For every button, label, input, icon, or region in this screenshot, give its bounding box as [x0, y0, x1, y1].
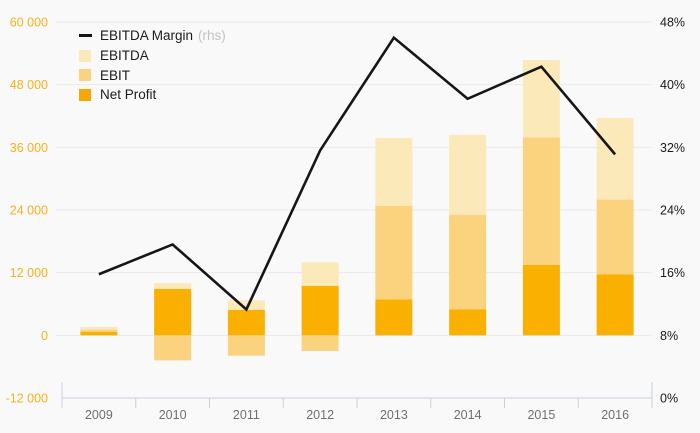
bar-segment-ebit [449, 214, 487, 310]
net-profit-swatch-icon [79, 88, 91, 101]
x-axis-category-label: 2016 [601, 408, 629, 422]
x-axis-category-label: 2014 [454, 408, 482, 422]
legend-item-ebit: EBIT [79, 65, 226, 85]
legend-label: Net Profit [100, 87, 157, 103]
left-axis-tick-label: 60 000 [10, 16, 48, 30]
bar-segment-ebit [80, 329, 118, 332]
x-axis-category-label: 2013 [380, 408, 408, 422]
line-swatch-icon [79, 34, 92, 38]
bar-segment-ebitda [80, 326, 118, 330]
bar-segment-ebit [227, 335, 265, 356]
x-axis-category-label: 2015 [527, 408, 555, 422]
bar-segment-ebit [154, 335, 192, 361]
bar-segment-net-profit [522, 264, 560, 336]
right-axis-tick-label: 32% [660, 141, 685, 155]
left-axis-tick-label: 0 [41, 329, 48, 343]
bar-segment-net-profit [80, 331, 118, 336]
bar-segment-ebit [522, 137, 560, 265]
legend-suffix-rhs: (rhs) [198, 28, 226, 44]
bar-segment-net-profit [301, 285, 339, 336]
bar-segment-net-profit [154, 288, 192, 336]
right-axis-tick-label: 48% [660, 16, 685, 30]
bar-segment-ebit [301, 335, 339, 351]
x-axis-category-label: 2011 [233, 408, 260, 422]
ebitda-margin-line [98, 35, 617, 312]
bar-segment-ebit [375, 205, 413, 300]
x-axis-category-label: 2009 [85, 408, 113, 422]
bar-segment-ebitda [154, 283, 192, 289]
left-axis-tick-label: -12 000 [6, 392, 48, 406]
bar-segment-ebitda [227, 300, 265, 310]
ebit-swatch-icon [79, 69, 91, 82]
legend-label: EBIT [100, 67, 131, 83]
bar-segment-net-profit [375, 299, 413, 336]
legend-item-net-profit: Net Profit [79, 85, 226, 105]
right-axis-tick-label: 16% [660, 266, 685, 280]
left-axis-tick-label: 24 000 [10, 204, 48, 218]
left-axis-tick-label: 12 000 [10, 266, 48, 280]
ebitda-swatch-icon [79, 49, 91, 62]
x-axis-category-label: 2010 [159, 408, 187, 422]
bar-segment-net-profit [227, 309, 265, 336]
bar-segment-ebitda [301, 262, 339, 286]
legend-item-ebitda-margin: EBITDA Margin (rhs) [79, 26, 226, 46]
left-axis-tick-label: 36 000 [10, 141, 48, 155]
bar-segment-net-profit [596, 274, 634, 336]
legend-label: EBITDA Margin [100, 28, 194, 44]
bar-segment-ebitda [375, 137, 413, 206]
bar-segment-ebit [596, 199, 634, 275]
bar-segment-net-profit [449, 309, 487, 336]
bar-segment-ebitda [596, 118, 634, 200]
left-axis-tick-label: 48 000 [10, 78, 48, 92]
x-axis-category-label: 2012 [306, 408, 334, 422]
right-axis-tick-label: 24% [660, 204, 685, 218]
legend-label: EBITDA [100, 48, 149, 64]
right-axis-tick-label: 40% [660, 78, 685, 92]
legend-item-ebitda: EBITDA [79, 46, 226, 66]
right-axis-tick-label: 8% [660, 329, 678, 343]
chart-legend: EBITDA Margin (rhs) EBITDA EBIT Net Prof… [79, 26, 226, 105]
right-axis-tick-label: 0% [660, 392, 678, 406]
bar-segment-ebitda [449, 134, 487, 215]
